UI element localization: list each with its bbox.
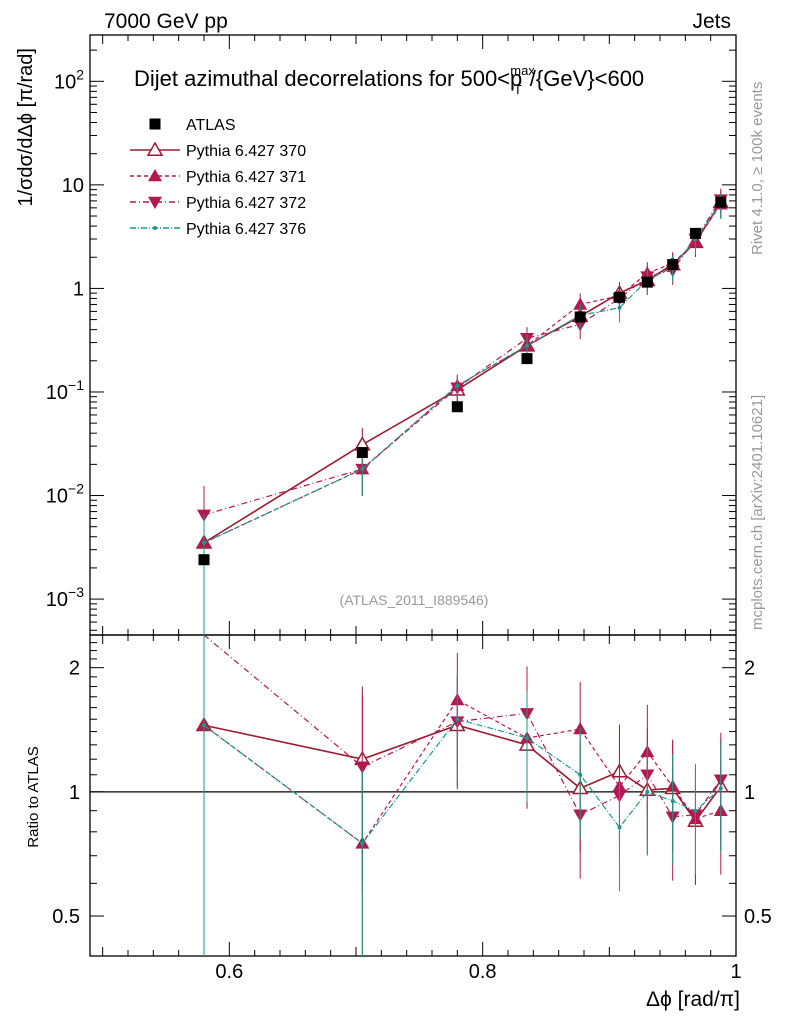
y-tick-label-bottom: 2 (69, 658, 80, 680)
legend-marker (146, 141, 164, 156)
series-point-ratio (355, 761, 370, 774)
series-point-ratio (670, 799, 675, 804)
series-layer (195, 188, 730, 956)
title-tail: /{GeV}<600 (530, 66, 644, 91)
legend-label: Pythia 6.427 372 (186, 195, 306, 212)
series-line-top (203, 203, 722, 544)
series-point-top (525, 343, 529, 348)
data-point (689, 227, 701, 239)
header-left: 7000 GeV pp (104, 10, 228, 33)
series-line-ratio (203, 718, 722, 845)
series-line-top (203, 201, 722, 544)
data-point (521, 353, 533, 365)
y-tick-label-top: 102 (54, 66, 84, 93)
y-tick-base: 10 (54, 71, 76, 93)
y-tick-label-bottom-right: 2 (744, 658, 755, 680)
y-tick-base: 10 (46, 382, 68, 404)
data-point (641, 276, 653, 288)
series-point-ratio (718, 786, 723, 791)
y-tick-base: 10 (46, 589, 68, 611)
data-point (198, 554, 210, 566)
y-tick-base: 10 (62, 175, 84, 197)
y-tick-label-bottom: 1 (69, 782, 80, 804)
data-point (667, 259, 679, 271)
y-tick-label-bottom-right: 0.5 (744, 906, 772, 928)
series-point-top (360, 467, 365, 472)
series-point-ratio (525, 736, 529, 741)
y-axis-label-bottom: Ratio to ATLAS (25, 746, 42, 847)
legend-label: Pythia 6.427 376 (186, 221, 306, 238)
title-sub: T (514, 82, 522, 97)
y-tick-label-top: 10 (62, 175, 84, 197)
series-line-top (203, 199, 722, 516)
analysis-id: (ATLAS_2011_I889546) (340, 592, 489, 608)
chart-title: Dijet azimuthal decorrelations for 500<p… (134, 63, 644, 97)
series-point-ratio (455, 717, 460, 722)
legend-marker (148, 169, 162, 182)
series-point-top (573, 297, 588, 310)
y-tick-label-top: 10−1 (46, 377, 84, 404)
rivet-label: Rivet 4.1.0, ≥ 100k events (749, 82, 766, 255)
x-axis-label: Δϕ [rad/π] (646, 988, 740, 1011)
legend-marker (148, 196, 162, 209)
series-point-ratio (617, 825, 622, 830)
mcplots-label: mcplots.cern.ch [arXiv:2401.10621] (749, 395, 766, 630)
y-tick-exponent: 2 (76, 66, 84, 82)
y-tick-base: 10 (46, 486, 68, 508)
y-axis-label-top: 1/σdσ/dΔϕ [π/rad] (15, 48, 37, 207)
data-point (356, 447, 368, 459)
series-2 (197, 188, 728, 956)
series-point-top (617, 305, 622, 310)
y-tick-exponent: −2 (68, 481, 84, 497)
data-point (715, 196, 727, 208)
y-tick-label-bottom-right: 1 (744, 782, 755, 804)
series-line-ratio (203, 724, 722, 823)
series-point-top (202, 540, 206, 545)
legend-label: Pythia 6.427 370 (186, 143, 306, 160)
series-point-ratio (693, 808, 698, 813)
series-1 (197, 193, 728, 956)
y-tick-exponent: −1 (68, 377, 84, 393)
series-point-ratio (202, 723, 206, 728)
data-point (613, 291, 625, 303)
legend-label: Pythia 6.427 371 (186, 169, 306, 186)
legend-marker (153, 226, 157, 230)
series-3 (202, 193, 723, 956)
bottom-panel-frame (89, 634, 737, 957)
legend-marker (149, 118, 161, 130)
y-tick-base: 1 (73, 278, 84, 300)
y-tick-label-top: 10−2 (46, 481, 84, 508)
x-tick-label: 0.6 (215, 961, 243, 983)
series-point-ratio (578, 772, 583, 777)
y-tick-label-top: 1 (73, 278, 84, 300)
legend: ATLAS Pythia 6.427 370 Pythia 6.427 371 Pyt… (130, 117, 306, 238)
y-tick-label-bottom: 0.5 (52, 906, 80, 928)
series-point-ratio (360, 841, 365, 846)
series-0 (195, 191, 730, 956)
data-point (451, 401, 463, 413)
y-tick-exponent: −3 (68, 584, 84, 600)
data-layer (198, 196, 727, 566)
x-tick-label: 0.8 (469, 961, 497, 983)
series-point-ratio (645, 789, 650, 794)
title-sup: max (510, 63, 535, 78)
title-main: Dijet azimuthal decorrelations for 500<p (134, 66, 522, 91)
legend-label: ATLAS (186, 117, 236, 134)
data-point (574, 311, 586, 323)
y-tick-label-top: 10−3 (46, 584, 84, 611)
x-tick-label: 1 (730, 961, 741, 983)
series-line-top (203, 203, 722, 544)
series-line-ratio (203, 699, 721, 845)
series-point-top (455, 383, 460, 388)
header-right: Jets (692, 10, 731, 33)
